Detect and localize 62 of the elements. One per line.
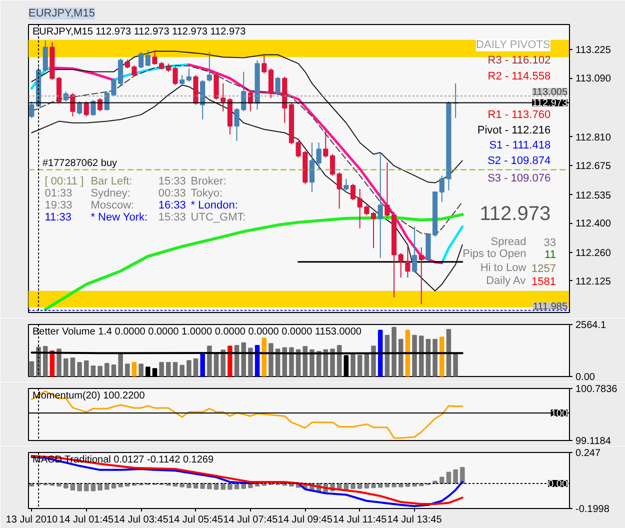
x-tick-label: 14 Jul 13:45 bbox=[387, 514, 442, 526]
annotation: Broker: bbox=[190, 175, 226, 188]
y-tick-label: 2564.1 bbox=[576, 320, 607, 331]
annotation: 00:33 bbox=[158, 188, 186, 200]
x-tick-label: 14 Jul 01:45 bbox=[59, 514, 114, 526]
annotation: 15:33 bbox=[158, 175, 186, 188]
annotation: 19:33 bbox=[44, 200, 72, 212]
annotation: 01:33 bbox=[44, 188, 72, 200]
annotation: 15:33 bbox=[158, 212, 186, 224]
annotation: DAILY PIVOTS bbox=[476, 39, 550, 52]
x-tick-label: 14 Jul 03:45 bbox=[114, 514, 169, 526]
x-tick-label: 14 Jul 05:45 bbox=[168, 514, 224, 526]
x-tick-label: 14 Jul 07:45 bbox=[223, 514, 278, 526]
x-tick-label: 14 Jul 11:45 bbox=[332, 514, 388, 526]
annotation: Pips to Open bbox=[462, 248, 526, 260]
y-tick-label: 0.00 bbox=[576, 372, 596, 383]
annotation: R3 - 116.102 bbox=[488, 54, 551, 66]
y-tick-label: 112.675 bbox=[576, 160, 612, 172]
y-tick-label: 113.090 bbox=[576, 74, 612, 85]
y-tick-label: 112.260 bbox=[576, 248, 612, 260]
y-tick-label: 100.7836 bbox=[576, 384, 618, 395]
annotation: 1257 bbox=[532, 262, 556, 275]
annotation: Hi to Low bbox=[480, 262, 526, 274]
annotation: Pivot - 112.216 bbox=[477, 124, 551, 136]
annotation: [ 00:11 ] bbox=[44, 175, 84, 188]
annotation: * London: bbox=[190, 200, 238, 212]
annotation: 112.973 bbox=[480, 203, 551, 226]
annotation: 11:33 bbox=[44, 212, 72, 224]
annotation: Sydney: bbox=[90, 188, 130, 200]
annotation: Tokyo: bbox=[190, 188, 223, 200]
annotation: Daily Av bbox=[486, 274, 526, 287]
y-tick-label: 99.1184 bbox=[576, 436, 612, 447]
annotation: Moscow: bbox=[90, 200, 134, 212]
annotation: Bar Left: bbox=[90, 175, 132, 188]
y-tick-label: 113.225 bbox=[576, 45, 612, 56]
annotation: 16:33 bbox=[158, 200, 186, 212]
y-tick-label: 112.400 bbox=[576, 218, 612, 230]
x-tick-label: 14 Jul 09:45 bbox=[278, 514, 333, 526]
y-tick-label: 112.125 bbox=[576, 276, 612, 288]
annotation: * New York: bbox=[90, 212, 148, 224]
annotation: 1581 bbox=[532, 276, 556, 288]
y-tick-label: 112.535 bbox=[576, 190, 612, 202]
y-tick-label: -0.1998 bbox=[576, 504, 610, 515]
ref-line-label: 112.973 bbox=[532, 98, 568, 110]
annotation: Spread bbox=[490, 236, 526, 248]
y-tick-label: 0.247 bbox=[576, 448, 601, 459]
ref-line-label: 113.005 bbox=[532, 86, 568, 98]
annotation: S2 - 109.874 bbox=[488, 155, 551, 168]
ref-line-label: 111.985 bbox=[532, 301, 568, 312]
ref-line-label: #177287062 buy bbox=[42, 158, 118, 169]
chart-subtitle: EURJPY,M15 112.973 112.973 112.973 112.973 bbox=[32, 26, 246, 38]
annotation: R2 - 114.558 bbox=[488, 70, 551, 82]
chart-title: EURJPY,M15 bbox=[28, 8, 95, 20]
chart-title: Better Volume 1.4 0.0000 0.0000 1.0000 0.0000 0.0000 0.0000 1153.0000 bbox=[32, 326, 362, 338]
annotation: UTC_GMT: bbox=[190, 212, 246, 224]
annotation: S3 - 109.076 bbox=[488, 172, 551, 185]
annotation: 33 bbox=[544, 236, 556, 249]
x-tick-label: 13 Jul 2010 bbox=[6, 514, 58, 526]
annotation: S1 - 111.418 bbox=[489, 140, 551, 152]
y-tick-label: 112.810 bbox=[576, 132, 612, 144]
annotation: 11 bbox=[544, 249, 556, 262]
annotation: R1 - 113.760 bbox=[488, 109, 551, 122]
